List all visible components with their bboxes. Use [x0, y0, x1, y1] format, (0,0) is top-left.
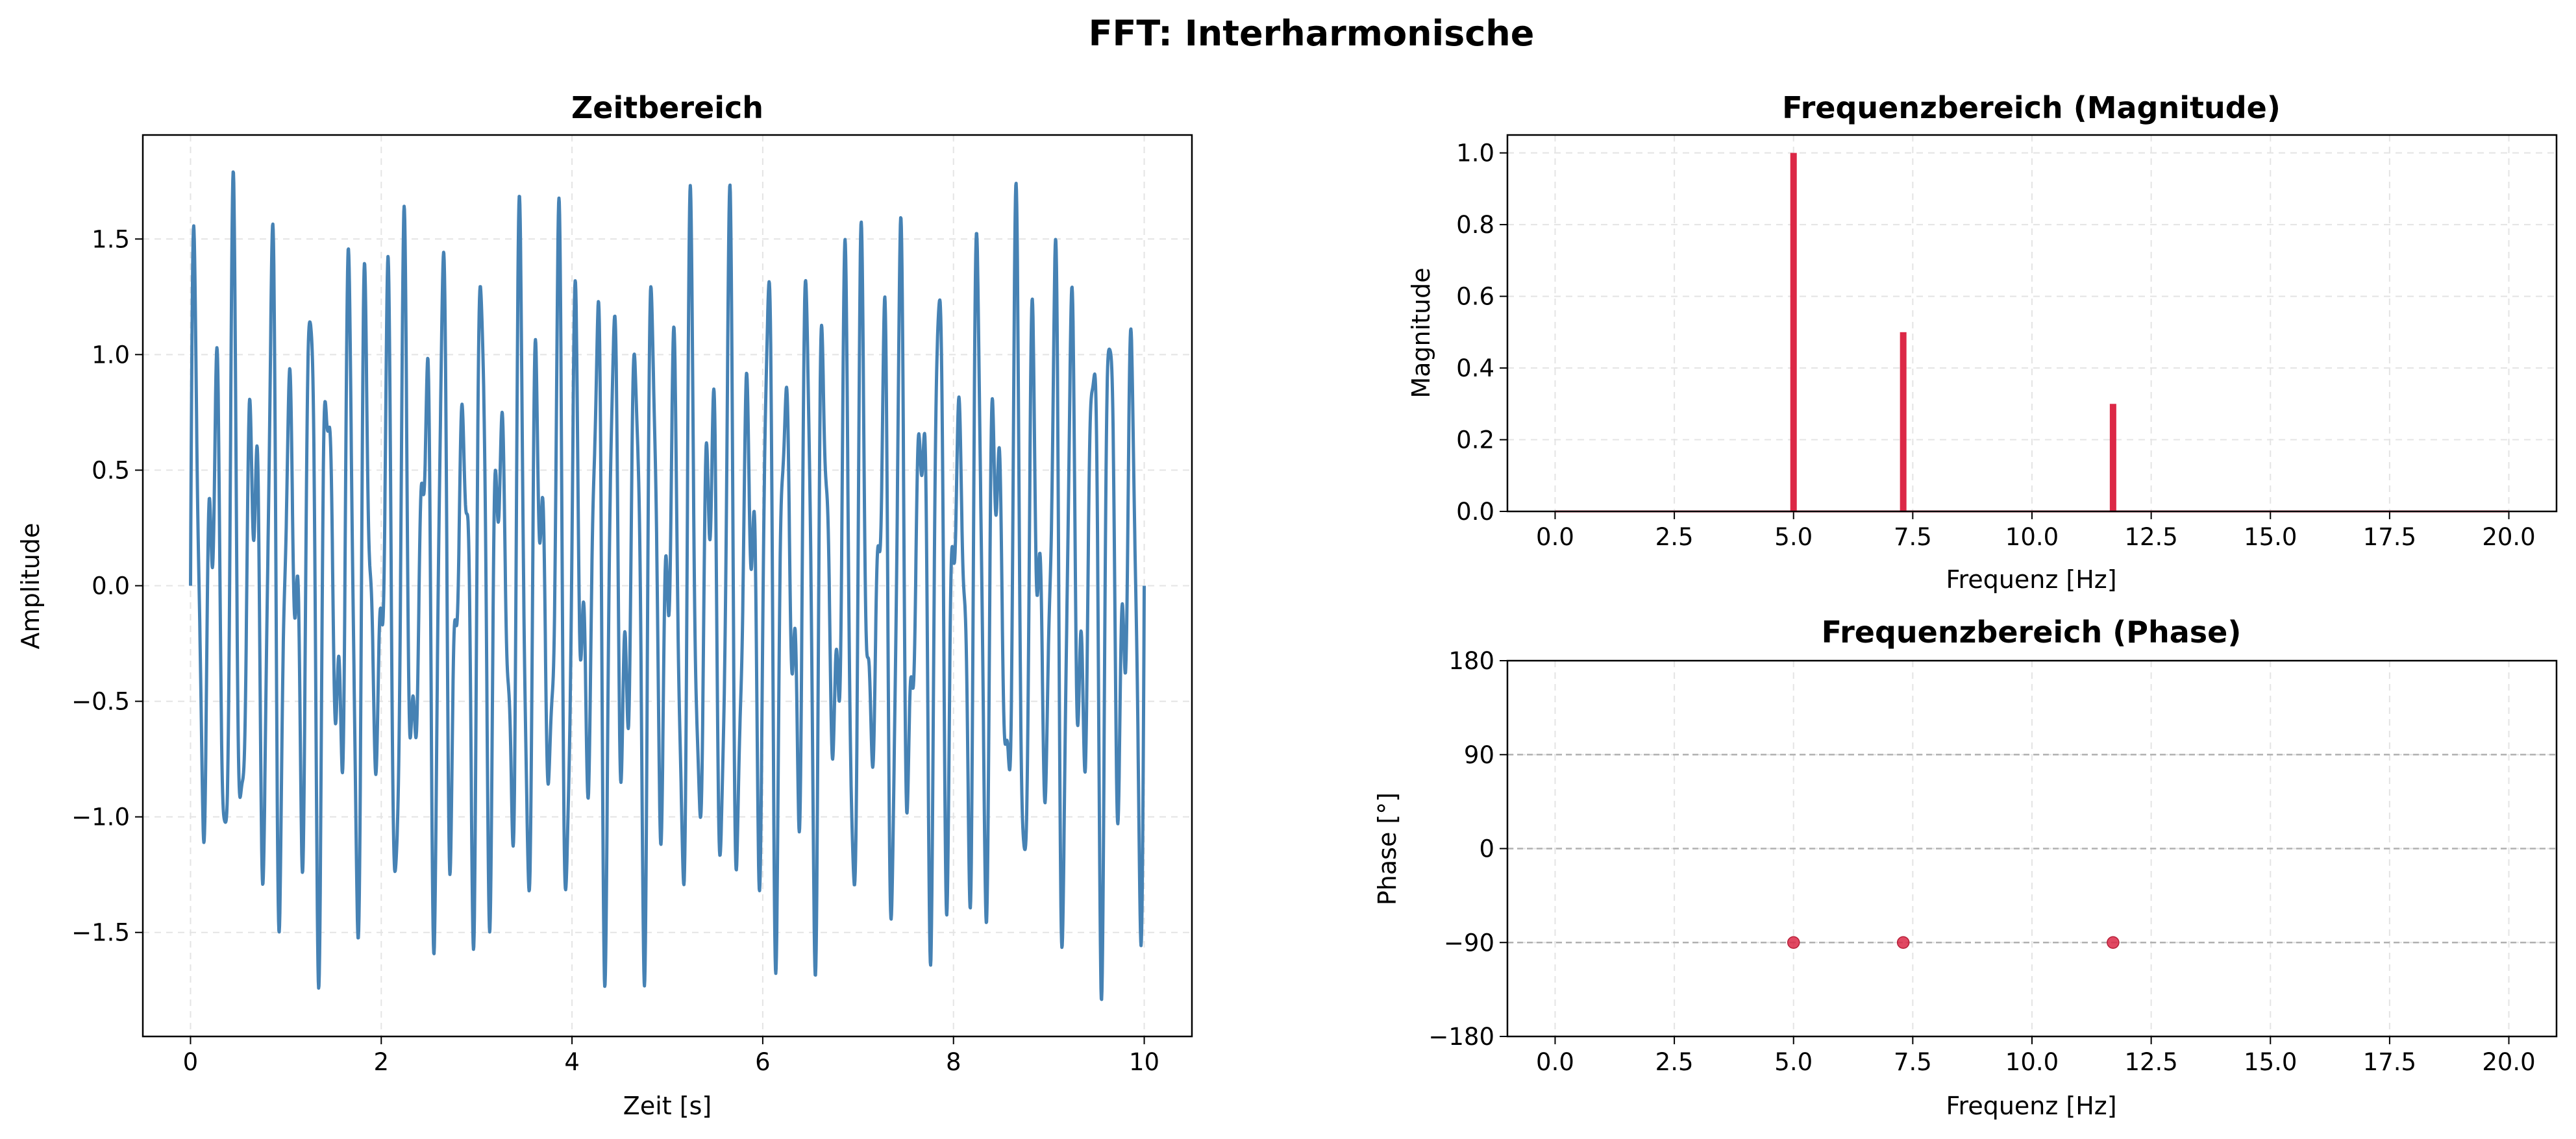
magnitude-panel: Frequenzbereich (Magnitude) Frequenz [Hz…: [1407, 90, 2558, 594]
magnitude-x-tick-label: 12.5: [2124, 523, 2177, 551]
time-domain-panel: Zeitbereich Zeit [s] Amplitude 0 2 4 6 8 10 −1…: [16, 90, 1193, 1120]
phase-panel: Frequenzbereich (Phase) Frequenz [Hz] Ph…: [1373, 615, 2558, 1120]
phase-x-tick-label: 15.0: [2244, 1048, 2297, 1076]
time-x-tick-label: 10: [1129, 1048, 1159, 1076]
time-axes-frame: [142, 134, 1193, 1038]
time-y-tick-label: −0.5: [71, 688, 130, 716]
magnitude-x-tick-label: 5.0: [1774, 523, 1813, 551]
magnitude-y-tick-label: 1.0: [1456, 140, 1494, 167]
time-x-tick-label: 8: [946, 1048, 961, 1076]
magnitude-x-tick-label: 17.5: [2363, 523, 2416, 551]
time-x-tick-label: 2: [373, 1048, 389, 1076]
magnitude-x-tick-label: 15.0: [2244, 523, 2297, 551]
time-x-tick-label: 6: [755, 1048, 771, 1076]
magnitude-y-tick-label: 0.2: [1456, 426, 1494, 454]
phase-x-tick-label: 10.0: [2005, 1048, 2059, 1076]
phase-axes-frame: [1506, 659, 2558, 1038]
magnitude-bar: [1790, 153, 1797, 512]
time-y-tick-label: −1.0: [71, 803, 130, 831]
magnitude-grid: [1507, 135, 2557, 512]
time-panel-title: Zeitbereich: [571, 90, 763, 125]
phase-y-tick-label: 0: [1479, 835, 1494, 863]
time-y-tick-label: 0.5: [92, 456, 130, 484]
time-signal-line: [189, 170, 1146, 1001]
phase-x-axis-label: Frequenz [Hz]: [1946, 1092, 2116, 1120]
magnitude-x-tick-label: 2.5: [1655, 523, 1694, 551]
phase-x-tick-label: 17.5: [2363, 1048, 2416, 1076]
phase-x-tick-label: 12.5: [2124, 1048, 2177, 1076]
figure-title: FFT: Interharmonische: [1089, 13, 1535, 54]
phase-y-tick-label: 180: [1448, 647, 1494, 675]
phase-y-tick-label: 90: [1464, 741, 1494, 769]
phase-x-tick-label: 0.0: [1536, 1048, 1574, 1076]
time-x-axis-label: Zeit [s]: [623, 1092, 712, 1120]
magnitude-y-tick-label: 0.8: [1456, 211, 1494, 239]
phase-point: [2107, 936, 2120, 949]
magnitude-x-tick-label: 0.0: [1536, 523, 1574, 551]
magnitude-x-axis-label: Frequenz [Hz]: [1946, 565, 2116, 594]
magnitude-y-tick-label: 0.0: [1456, 498, 1494, 526]
magnitude-y-axis-label: Magnitude: [1407, 267, 1435, 398]
time-ticks: 0 2 4 6 8 10 −1.5 −1.0 −0.5 0.0 0.5 1.0 1.5: [71, 225, 1159, 1076]
magnitude-bar: [1900, 332, 1907, 511]
phase-y-tick-label: −90: [1444, 929, 1494, 957]
magnitude-panel-title: Frequenzbereich (Magnitude): [1782, 90, 2281, 125]
phase-y-tick-label: −180: [1428, 1023, 1494, 1051]
time-y-tick-label: −1.5: [71, 919, 130, 947]
magnitude-y-tick-label: 0.6: [1456, 283, 1494, 311]
phase-x-tick-label: 2.5: [1655, 1048, 1694, 1076]
magnitude-x-tick-label: 7.5: [1894, 523, 1932, 551]
phase-x-tick-label: 20.0: [2482, 1048, 2535, 1076]
time-y-axis-label: Amplitude: [16, 523, 45, 650]
time-x-tick-label: 4: [564, 1048, 580, 1076]
phase-x-tick-label: 5.0: [1774, 1048, 1813, 1076]
magnitude-bar: [2109, 404, 2116, 511]
phase-point: [1896, 936, 1910, 949]
magnitude-y-tick-label: 0.4: [1456, 354, 1494, 382]
time-x-tick-label: 0: [183, 1048, 199, 1076]
time-grid: [143, 135, 1192, 1036]
time-y-tick-label: 1.5: [92, 225, 130, 253]
phase-y-axis-label: Phase [°]: [1373, 792, 1402, 905]
phase-panel-title: Frequenzbereich (Phase): [1822, 615, 2242, 650]
magnitude-axes-frame: [1506, 134, 2558, 513]
phase-point: [1787, 936, 1800, 949]
time-y-tick-label: 1.0: [92, 341, 130, 369]
magnitude-x-tick-label: 10.0: [2005, 523, 2059, 551]
phase-ticks: 0.0 2.5 5.0 7.5 10.0 12.5 15.0 17.5 20.0 −180 −90 0…: [1428, 647, 2535, 1076]
magnitude-x-tick-label: 20.0: [2482, 523, 2535, 551]
phase-x-tick-label: 7.5: [1894, 1048, 1932, 1076]
time-y-tick-label: 0.0: [92, 572, 130, 600]
magnitude-ticks: 0.0 2.5 5.0 7.5 10.0 12.5 15.0 17.5 20.0 0.0 0.2 0.…: [1456, 140, 2536, 551]
